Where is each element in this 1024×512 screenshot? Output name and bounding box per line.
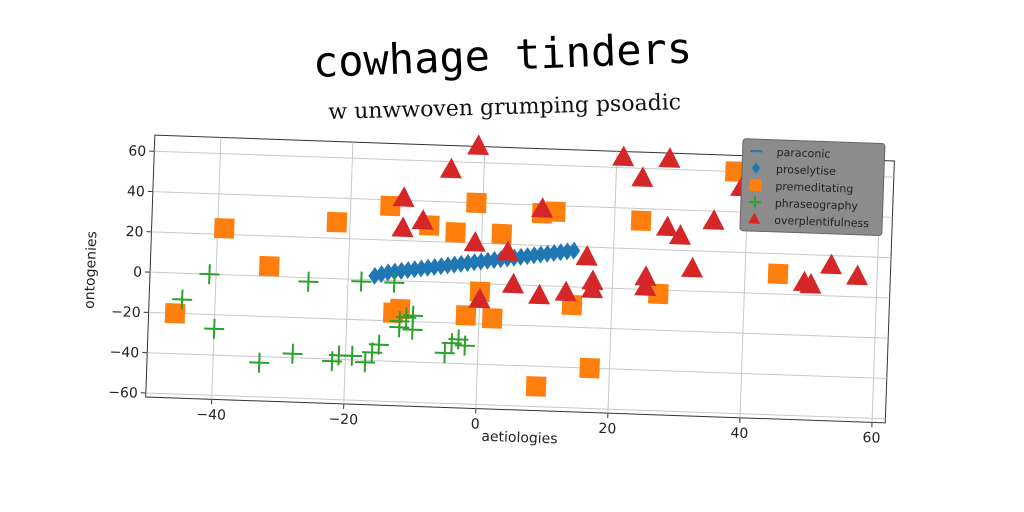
y-tick-label: −20 — [111, 304, 141, 321]
legend-label: paraconic — [776, 146, 830, 161]
legend-label: proselytise — [776, 163, 837, 178]
y-axis-label: ontogenies — [82, 231, 101, 309]
x-tick-label: −20 — [328, 411, 358, 428]
data-point-square — [445, 222, 466, 243]
data-point-square — [768, 264, 789, 285]
y-tick-label: −60 — [108, 385, 138, 402]
x-tick-label: 40 — [730, 425, 748, 442]
x-tick-label: 20 — [598, 421, 616, 438]
data-point-square — [456, 305, 477, 326]
data-point-square — [327, 212, 348, 233]
x-tick-label: 0 — [471, 416, 480, 432]
y-tick-label: 60 — [128, 143, 146, 160]
data-point-square — [482, 308, 503, 329]
y-tick-label: 40 — [127, 184, 145, 201]
legend-label: premeditating — [775, 180, 853, 196]
y-tick-label: 0 — [133, 265, 142, 281]
data-point-square — [631, 210, 652, 231]
legend-marker — [749, 179, 761, 191]
x-tick-label: 60 — [862, 430, 880, 447]
y-tick-label: 20 — [125, 224, 143, 241]
data-point-square — [259, 256, 280, 277]
data-point-triangle — [467, 134, 490, 155]
data-point-square — [491, 224, 512, 245]
data-point-square — [214, 218, 235, 239]
legend: paraconic proselytise premeditatingphraseo… — [740, 139, 885, 236]
data-point-square — [579, 358, 600, 379]
x-tick-label: −40 — [196, 407, 226, 424]
x-axis-label: aetiologies — [481, 429, 558, 448]
y-tick-label: −40 — [109, 344, 139, 361]
data-point-square — [466, 193, 487, 214]
data-point-square — [526, 376, 547, 397]
